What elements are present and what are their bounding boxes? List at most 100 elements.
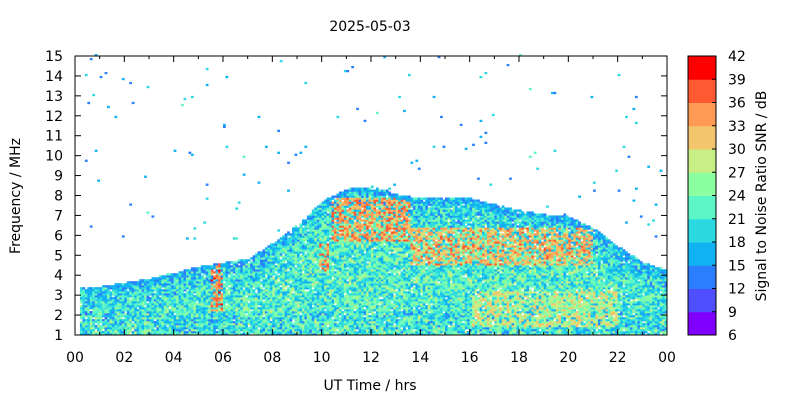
heatmap-cell [334, 227, 337, 230]
heatmap-cell [351, 195, 355, 198]
heatmap-cell [329, 323, 332, 326]
heatmap-cell [134, 285, 137, 288]
heatmap-cell [348, 203, 352, 206]
heatmap-cell [356, 251, 359, 254]
heatmap-cell [188, 323, 192, 326]
heatmap-cell [336, 317, 340, 320]
heatmap-cell [306, 323, 310, 326]
heatmap-cell [126, 331, 130, 334]
heatmap-cell [223, 291, 226, 294]
heatmap-cell [220, 287, 224, 290]
heatmap-cell [274, 303, 278, 306]
heatmap-cell [304, 267, 308, 270]
heatmap-cell [186, 327, 189, 330]
heatmap-cell [166, 327, 170, 330]
heatmap-cell [343, 197, 347, 200]
heatmap-cell [346, 215, 350, 218]
heatmap-cell [269, 249, 273, 252]
heatmap-cell [363, 305, 367, 308]
heatmap-cell [218, 301, 221, 304]
heatmap-cell [126, 283, 130, 286]
heatmap-cell [289, 259, 293, 262]
heatmap-cell [134, 323, 137, 326]
heatmap-cell [213, 277, 216, 280]
heatmap-cell [260, 287, 263, 290]
heatmap-cell [213, 285, 216, 288]
heatmap-cell [329, 265, 332, 268]
heatmap-cell [343, 193, 347, 196]
heatmap-cell [168, 293, 172, 296]
heatmap-cell [156, 317, 160, 320]
heatmap-cell [294, 243, 298, 246]
heatmap-cell [361, 289, 364, 292]
heatmap-cell [306, 295, 310, 298]
heatmap-cell [329, 249, 332, 252]
heatmap-cell [114, 329, 118, 332]
heatmap-cell [112, 321, 115, 324]
heatmap-cell [232, 285, 236, 288]
heatmap-cell [220, 293, 224, 296]
heatmap-cell [89, 317, 93, 320]
heatmap-cell [257, 317, 261, 320]
heatmap-cell [190, 269, 194, 272]
heatmap-cell [284, 299, 288, 302]
heatmap-cell [274, 269, 278, 272]
heatmap-cell [94, 295, 98, 298]
heatmap-cell [306, 255, 310, 258]
heatmap-cell [324, 247, 327, 250]
heatmap-cell [104, 321, 108, 324]
heatmap-cell [129, 319, 133, 322]
heatmap-cell [272, 249, 276, 252]
heatmap-cell [156, 281, 160, 284]
heatmap-cell [282, 237, 285, 240]
heatmap-cell [124, 321, 128, 324]
heatmap-cell [336, 247, 340, 250]
heatmap-cell [242, 319, 246, 322]
heatmap-cell [316, 313, 320, 316]
heatmap-cell [151, 285, 155, 288]
heatmap-cell [190, 317, 194, 320]
heatmap-cell [301, 329, 305, 332]
heatmap-cell [361, 277, 364, 280]
heatmap-cell [299, 245, 303, 248]
heatmap-cell [292, 243, 295, 246]
heatmap-cell [338, 191, 342, 194]
heatmap-cell [311, 291, 315, 294]
heatmap-cell [260, 327, 263, 330]
heatmap-cell [274, 293, 278, 296]
heatmap-cell [329, 295, 332, 298]
heatmap-cell [334, 297, 337, 300]
heatmap-cell [319, 233, 322, 236]
heatmap-cell [368, 281, 372, 284]
heatmap-cell [368, 309, 372, 312]
heatmap-cell [97, 319, 100, 322]
heatmap-cell [316, 207, 320, 210]
heatmap-cell [208, 305, 211, 308]
heatmap-cell [284, 319, 288, 322]
heatmap-cell [353, 233, 357, 236]
heatmap-cell [183, 301, 187, 304]
heatmap-cell [299, 333, 303, 336]
heatmap-cell [324, 329, 327, 332]
heatmap-cell [262, 285, 266, 288]
heatmap-cell [250, 295, 253, 298]
heatmap-cell [156, 277, 160, 280]
heatmap-cell [366, 291, 369, 294]
heatmap-cell [114, 307, 118, 310]
heatmap-cell [250, 319, 253, 322]
heatmap-cell [223, 323, 226, 326]
heatmap-cell [309, 293, 313, 296]
heatmap-cell [181, 303, 184, 306]
heatmap-cell [149, 321, 152, 324]
heatmap-cell [151, 279, 155, 282]
heatmap-cell [173, 281, 177, 284]
heatmap-cell [158, 307, 162, 310]
heatmap-cell [319, 219, 322, 222]
heatmap-cell [272, 295, 276, 298]
heatmap-cell [208, 319, 211, 322]
heatmap-cell [279, 297, 283, 300]
heatmap-cell [252, 295, 256, 298]
heatmap-cell [274, 245, 278, 248]
heatmap-cell [282, 271, 285, 274]
heatmap-cell [277, 295, 281, 298]
